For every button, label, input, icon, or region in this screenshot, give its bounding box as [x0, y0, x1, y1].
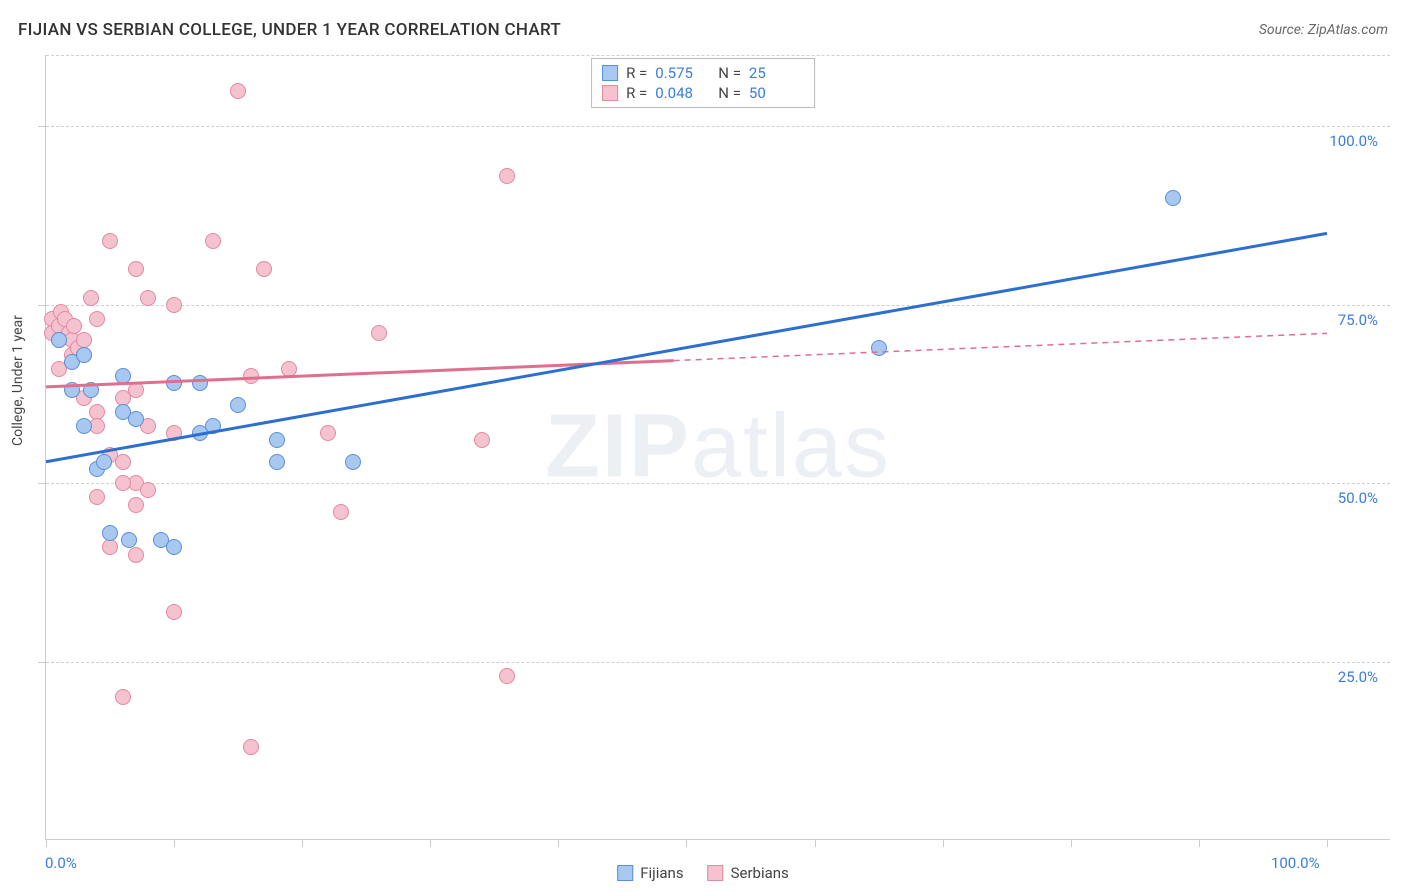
- regression-lines: [46, 55, 1391, 840]
- x-tick: [558, 839, 559, 847]
- legend-n-value: 25: [749, 64, 804, 82]
- x-tick: [46, 839, 47, 847]
- legend-n-label: N =: [718, 84, 741, 102]
- legend-swatch: [617, 865, 633, 881]
- y-tick: [38, 305, 46, 306]
- plot-area: ZIPatlas 25.0%50.0%75.0%100.0%: [45, 55, 1390, 840]
- legend-correlation-row: R = 0.575 N = 25: [602, 63, 804, 83]
- x-tick: [943, 839, 944, 847]
- regression-fijian-solid: [46, 233, 1327, 461]
- x-tick: [686, 839, 687, 847]
- x-axis-label: 100.0%: [1271, 854, 1320, 872]
- y-tick: [38, 483, 46, 484]
- legend-series: Fijians Serbians: [617, 864, 789, 882]
- legend-r-label: R =: [626, 64, 647, 82]
- legend-r-label: R =: [626, 84, 647, 102]
- chart-title: FIJIAN VS SERBIAN COLLEGE, UNDER 1 YEAR …: [18, 20, 561, 40]
- x-axis-label: 0.0%: [45, 854, 77, 872]
- legend-swatch: [602, 85, 618, 101]
- legend-series-label: Serbians: [731, 864, 789, 882]
- x-tick: [430, 839, 431, 847]
- legend-swatch: [708, 865, 724, 881]
- y-axis-label: College, Under 1 year: [10, 315, 26, 446]
- legend-correlation-row: R = 0.048 N = 50: [602, 83, 804, 103]
- legend-swatch: [602, 65, 618, 81]
- x-tick: [815, 839, 816, 847]
- title-bar: FIJIAN VS SERBIAN COLLEGE, UNDER 1 YEAR …: [18, 20, 1388, 40]
- legend-series-label: Fijians: [640, 864, 683, 882]
- legend-series-item: Fijians: [617, 864, 683, 882]
- legend-n-value: 50: [749, 84, 804, 102]
- regression-serbian-dashed: [674, 333, 1327, 360]
- y-tick: [38, 662, 46, 663]
- x-tick: [1071, 839, 1072, 847]
- source-label: Source: ZipAtlas.com: [1259, 22, 1388, 38]
- legend-series-item: Serbians: [708, 864, 789, 882]
- x-tick: [1199, 839, 1200, 847]
- legend-n-label: N =: [718, 64, 741, 82]
- legend-correlation: R = 0.575 N = 25 R = 0.048 N = 50: [591, 58, 815, 108]
- x-tick: [174, 839, 175, 847]
- x-tick: [302, 839, 303, 847]
- y-tick: [38, 126, 46, 127]
- regression-serbian-solid: [46, 361, 674, 387]
- legend-r-value: 0.575: [655, 64, 710, 82]
- legend-r-value: 0.048: [655, 84, 710, 102]
- x-tick: [1327, 839, 1328, 847]
